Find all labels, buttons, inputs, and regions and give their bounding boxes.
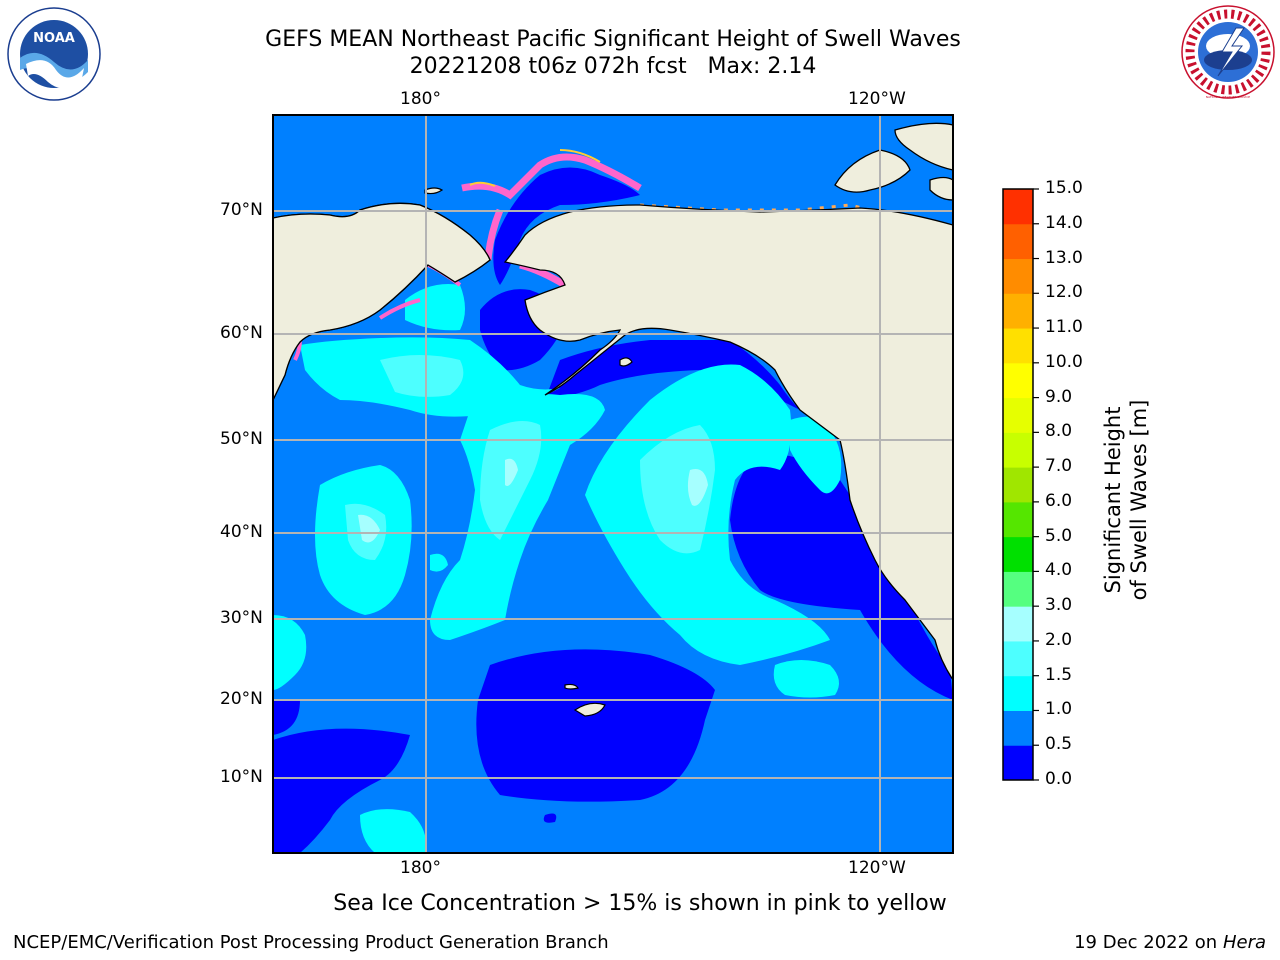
colorbar-segment	[1003, 501, 1033, 538]
colorbar	[1003, 188, 1039, 781]
credit-host: Hera	[1222, 932, 1266, 953]
low-swell-region-chukchi	[493, 167, 640, 285]
map-frame	[272, 114, 954, 854]
nws-logo: NATIONAL WEATHER SERVICE	[1178, 2, 1278, 102]
colorbar-segment	[1003, 710, 1033, 746]
swell-peak-central	[505, 458, 518, 486]
colorbar-segment	[1003, 189, 1033, 225]
colorbar-segment	[1003, 258, 1033, 294]
colorbar-tick-label: 8.0	[1045, 421, 1073, 442]
colorbar-tick-label: 2.0	[1045, 629, 1073, 650]
colorbar-segment	[1003, 745, 1033, 781]
colorbar-tick-label: 10.0	[1045, 351, 1083, 372]
svg-text:NOAA: NOAA	[33, 31, 75, 46]
sea-ice-chukchi-edge	[469, 149, 601, 187]
swell-region-gulf	[790, 416, 842, 494]
swell-region-southwest-edge	[273, 615, 307, 690]
swell-core-northeast	[640, 425, 715, 554]
colorbar-segment	[1003, 606, 1033, 642]
land-canada-islands	[834, 122, 953, 201]
lat-tick-30n: 30°N	[220, 608, 263, 628]
lon-tick-top-180: 180°	[400, 89, 441, 109]
low-swell-region-southwest	[273, 728, 410, 853]
colorbar-tick-label: 7.0	[1045, 456, 1073, 477]
credit-date: 19 Dec 2022 on	[1074, 932, 1218, 953]
colorbar-tick-label: 12.0	[1045, 282, 1083, 303]
lat-tick-10n: 10°N	[220, 767, 263, 787]
svg-text:NATIONAL WEATHER SERVICE: NATIONAL WEATHER SERVICE	[1206, 95, 1251, 99]
colorbar-segment	[1003, 675, 1033, 711]
lat-tick-50n: 50°N	[220, 429, 263, 449]
colorbar-tick-label: 15.0	[1045, 178, 1083, 198]
colorbar-segment	[1003, 571, 1033, 607]
lon-tick-bottom-180: 180°	[400, 858, 441, 878]
colorbar-tick-label: 6.0	[1045, 490, 1073, 511]
colorbar-tick-label: 14.0	[1045, 212, 1083, 233]
colorbar-tick-label: 1.5	[1045, 664, 1073, 685]
colorbar-tick-label: 13.0	[1045, 247, 1083, 268]
colorbar-segment	[1003, 640, 1033, 677]
lat-tick-20n: 20°N	[220, 689, 263, 709]
colorbar-label: Significant Height of Swell Waves [m]	[1101, 399, 1151, 601]
colorbar-segment	[1003, 362, 1033, 399]
credit-right: 19 Dec 2022 on Hera	[1074, 932, 1266, 953]
sea-ice-note: Sea Ice Concentration > 15% is shown in …	[333, 891, 947, 916]
chart-title: GEFS MEAN Northeast Pacific Significant …	[265, 27, 961, 52]
swell-region-south-patch	[360, 809, 426, 853]
colorbar-tick-label: 5.0	[1045, 525, 1073, 546]
swell-peak-northeast	[687, 469, 708, 506]
land-hawaii	[564, 683, 606, 717]
low-swell-region-south	[476, 649, 715, 802]
lon-tick-bottom-120w: 120°W	[848, 858, 906, 878]
colorbar-tick-label: 1.0	[1045, 699, 1073, 720]
colorbar-segment	[1003, 223, 1033, 260]
land-alaska	[503, 204, 953, 682]
land-kodiak	[619, 357, 633, 367]
colorbar-tick-label: 0.0	[1045, 769, 1073, 789]
colorbar-segment	[1003, 536, 1033, 572]
low-swell-region-sw2	[273, 700, 300, 735]
colorbar-tick-label: 9.0	[1045, 386, 1073, 407]
noaa-logo: NOAA	[6, 6, 102, 102]
swell-peak-west	[358, 514, 380, 543]
credit-left: NCEP/EMC/Verification Post Processing Pr…	[13, 932, 609, 953]
low-swell-region-spot	[543, 813, 557, 823]
colorbar-tick-label: 4.0	[1045, 560, 1073, 581]
lat-tick-70n: 70°N	[220, 200, 263, 220]
land-st-lawrence-island	[424, 187, 444, 195]
lat-tick-60n: 60°N	[220, 323, 263, 343]
swell-region-north	[405, 284, 465, 331]
colorbar-segment	[1003, 328, 1033, 364]
colorbar-tick-label: 11.0	[1045, 317, 1083, 338]
colorbar-segment	[1003, 432, 1033, 468]
low-swell-region-east	[730, 454, 953, 700]
colorbar-segment	[1003, 467, 1033, 503]
graticule	[273, 115, 953, 853]
colorbar-segment	[1003, 397, 1033, 433]
swell-region-hawaii-east	[773, 660, 839, 698]
low-swell-region-alaska	[545, 340, 800, 410]
swell-region-small-1	[430, 553, 448, 572]
swell-core-aleutian	[380, 355, 464, 397]
chart-subtitle: 20221208 t06z 072h fcst Max: 2.14	[409, 54, 817, 79]
colorbar-tick-label: 3.0	[1045, 595, 1073, 616]
lat-tick-40n: 40°N	[220, 522, 263, 542]
colorbar-frame	[1002, 188, 1034, 781]
colorbar-segment	[1003, 293, 1033, 329]
lon-tick-top-120w: 120°W	[848, 89, 906, 109]
swell-region-central	[430, 394, 605, 640]
colorbar-tick-label: 0.5	[1045, 734, 1073, 755]
